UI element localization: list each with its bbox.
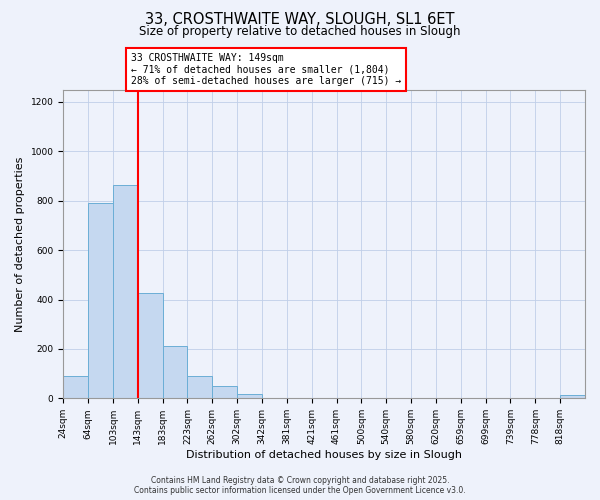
Y-axis label: Number of detached properties: Number of detached properties — [15, 156, 25, 332]
Bar — [63, 376, 88, 398]
Bar — [113, 184, 138, 398]
Bar — [187, 376, 212, 398]
Text: 33 CROSTHWAITE WAY: 149sqm
← 71% of detached houses are smaller (1,804)
28% of s: 33 CROSTHWAITE WAY: 149sqm ← 71% of deta… — [131, 54, 401, 86]
X-axis label: Distribution of detached houses by size in Slough: Distribution of detached houses by size … — [186, 450, 462, 460]
Text: 33, CROSTHWAITE WAY, SLOUGH, SL1 6ET: 33, CROSTHWAITE WAY, SLOUGH, SL1 6ET — [145, 12, 455, 28]
Bar — [163, 346, 187, 399]
Bar — [138, 294, 163, 399]
Text: Size of property relative to detached houses in Slough: Size of property relative to detached ho… — [139, 25, 461, 38]
Bar — [212, 386, 237, 398]
Text: Contains HM Land Registry data © Crown copyright and database right 2025.
Contai: Contains HM Land Registry data © Crown c… — [134, 476, 466, 495]
Bar — [88, 203, 113, 398]
Bar — [237, 394, 262, 398]
Bar — [560, 395, 585, 398]
